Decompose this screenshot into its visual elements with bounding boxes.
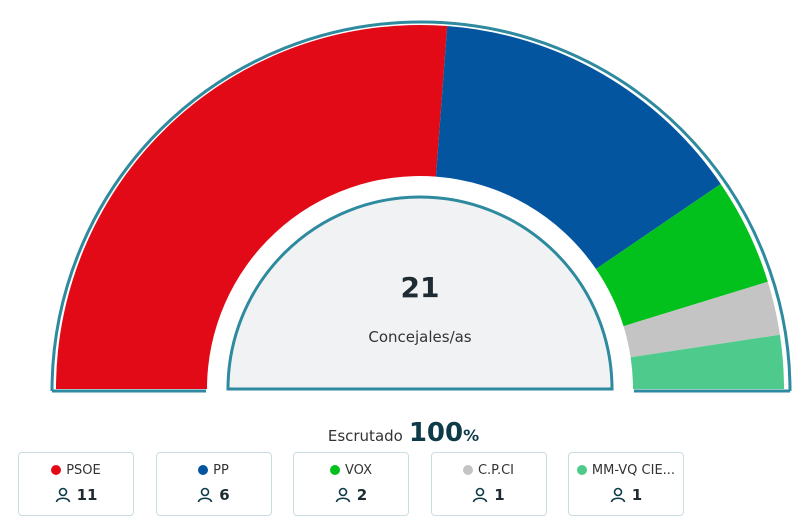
party-name: VOX bbox=[345, 463, 372, 478]
party-card[interactable]: C.P.CI 1 bbox=[430, 452, 547, 516]
seat-row: 1 bbox=[432, 486, 546, 504]
outer-border bbox=[50, 20, 792, 392]
party-name-row: VOX bbox=[294, 463, 408, 478]
seat-row: 2 bbox=[294, 486, 408, 504]
seat-row: 6 bbox=[157, 486, 271, 504]
party-card[interactable]: PSOE 11 bbox=[18, 452, 134, 516]
seat-count: 1 bbox=[494, 486, 505, 504]
party-name: MM-VQ CIE... bbox=[591, 463, 676, 478]
party-name-row: PSOE bbox=[19, 463, 133, 478]
scrutiny-label: Escrutado bbox=[327, 427, 403, 445]
seat-count: 6 bbox=[219, 486, 230, 504]
seat-count: 1 bbox=[631, 486, 643, 504]
seat-segment bbox=[595, 183, 768, 327]
person-icon bbox=[55, 487, 70, 503]
party-dot bbox=[462, 465, 473, 475]
party-name: PP bbox=[213, 463, 229, 478]
party-card[interactable]: PP 6 bbox=[155, 452, 272, 516]
party-dot bbox=[51, 465, 62, 475]
seat-segment bbox=[623, 281, 780, 358]
party-name-row: MM-VQ CIE... bbox=[569, 463, 683, 478]
person-icon bbox=[197, 487, 213, 503]
seat-segment bbox=[56, 24, 448, 389]
person-icon bbox=[472, 487, 488, 503]
total: 21 bbox=[401, 271, 440, 304]
party-dot bbox=[576, 465, 587, 475]
seat-segment bbox=[435, 26, 721, 270]
scrutiny-unit: % bbox=[463, 426, 480, 445]
party-name: C.P.CI bbox=[477, 463, 515, 478]
seat-segment bbox=[630, 334, 784, 389]
seat-count: 2 bbox=[356, 486, 368, 504]
total-label: Concejales/as bbox=[368, 328, 471, 346]
party-dot bbox=[330, 465, 340, 475]
chart: 21 Concejales/as bbox=[50, 20, 792, 393]
person-icon bbox=[335, 487, 351, 503]
party-card[interactable]: MM-VQ CIE... 1 bbox=[568, 452, 684, 516]
scrutiny: Escrutado 100% bbox=[0, 418, 807, 448]
seat-row: 11 bbox=[19, 486, 133, 504]
seat-row: 1 bbox=[569, 486, 683, 504]
party-name: PSOE bbox=[66, 463, 101, 478]
party-dot bbox=[198, 465, 209, 475]
scrutiny-value: 100 bbox=[408, 418, 464, 448]
person-icon bbox=[610, 487, 626, 503]
center-panel bbox=[226, 195, 614, 391]
seat-count: 11 bbox=[76, 486, 98, 504]
party-card[interactable]: VOX 2 bbox=[293, 452, 409, 516]
party-name-row: PP bbox=[157, 463, 271, 478]
party-name-row: C.P.CI bbox=[432, 463, 546, 478]
